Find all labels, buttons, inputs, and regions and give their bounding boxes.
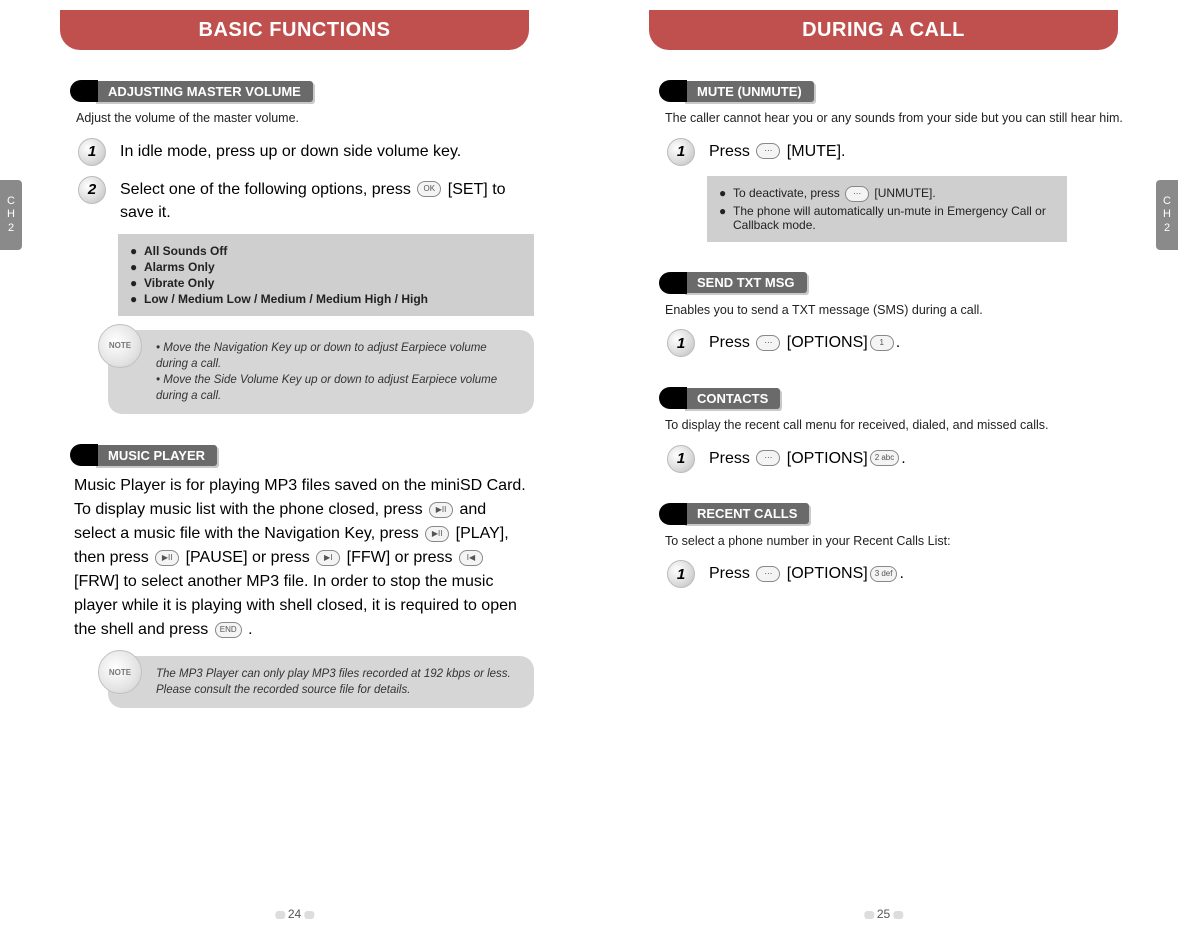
page-right: CH2 DURING A CALL MUTE (UNMUTE) The call…: [589, 0, 1178, 935]
section-dot: [70, 80, 98, 102]
play-pause-key-icon: ▶II: [155, 550, 179, 566]
section-intro-sendtxt: Enables you to send a TXT message (SMS) …: [665, 302, 1123, 320]
section-header-sendtxt: SEND TXT MSG: [659, 272, 1123, 294]
chapter-tab-right: CH2: [1156, 180, 1178, 250]
end-key-icon: END: [215, 622, 242, 638]
section-dot: [70, 444, 98, 466]
section-dot: [659, 272, 687, 294]
step-1-sendtxt: 1 Press ⋯ [OPTIONS]1.: [659, 329, 1123, 357]
option-item: Alarms Only: [144, 260, 215, 274]
note-item: Move the Side Volume Key up or down to a…: [156, 372, 520, 404]
softkey-icon: ⋯: [845, 186, 869, 202]
step-text: Press ⋯ [MUTE].: [709, 138, 845, 163]
step-number: 2: [78, 176, 106, 204]
key-2-icon: 2 abc: [870, 450, 900, 466]
mute-box-line: To deactivate, press ⋯ [UNMUTE].: [733, 186, 936, 202]
softkey-icon: ⋯: [756, 143, 780, 159]
page-left: CH2 BASIC FUNCTIONS ADJUSTING MASTER VOL…: [0, 0, 589, 935]
step-number: 1: [667, 560, 695, 588]
page-header-left: BASIC FUNCTIONS: [60, 10, 529, 50]
option-item: Low / Medium Low / Medium / Medium High …: [144, 292, 428, 306]
music-text: .: [244, 621, 253, 638]
note-item: Move the Navigation Key up or down to ad…: [156, 340, 520, 372]
contacts-text: Press: [709, 450, 754, 467]
mute-note-box: ●To deactivate, press ⋯ [UNMUTE]. ●The p…: [707, 176, 1067, 242]
section-header-contacts: CONTACTS: [659, 387, 1123, 409]
step-1-adjusting: 1 In idle mode, press up or down side vo…: [70, 138, 534, 166]
music-text: [FRW] to select another MP3 file. In ord…: [74, 573, 517, 638]
contacts-text: [OPTIONS]: [782, 450, 867, 467]
recent-text: .: [899, 565, 903, 582]
mute-text: [MUTE].: [782, 143, 845, 160]
recent-text: [OPTIONS]: [782, 565, 867, 582]
music-text: [PAUSE] or press: [181, 549, 314, 566]
step-2-adjusting: 2 Select one of the following options, p…: [70, 176, 534, 224]
mute-box-line: The phone will automatically un-mute in …: [733, 204, 1055, 232]
option-item: All Sounds Off: [144, 244, 227, 258]
content-right: MUTE (UNMUTE) The caller cannot hear you…: [589, 80, 1178, 588]
page-header-right: DURING A CALL: [649, 10, 1118, 50]
step-text: Press ⋯ [OPTIONS]2 abc.: [709, 445, 906, 470]
section-title-adjusting: ADJUSTING MASTER VOLUME: [94, 81, 313, 102]
page-number-right: 25: [861, 907, 906, 921]
play-pause-key-icon: ▶II: [425, 526, 449, 542]
softkey-icon: ⋯: [756, 335, 780, 351]
section-header-adjusting: ADJUSTING MASTER VOLUME: [70, 80, 534, 102]
softkey-icon: ⋯: [756, 450, 780, 466]
content-left: ADJUSTING MASTER VOLUME Adjust the volum…: [0, 80, 589, 708]
step-number: 1: [667, 138, 695, 166]
softkey-icon: ⋯: [756, 566, 780, 582]
music-paragraph: Music Player is for playing MP3 files sa…: [74, 474, 530, 642]
mute-text: Press: [709, 143, 754, 160]
step-number: 1: [78, 138, 106, 166]
step-1-recent: 1 Press ⋯ [OPTIONS]3 def.: [659, 560, 1123, 588]
note-item: The MP3 Player can only play MP3 files r…: [156, 668, 511, 696]
section-intro-recent: To select a phone number in your Recent …: [665, 533, 1123, 551]
section-intro-mute: The caller cannot hear you or any sounds…: [665, 110, 1123, 128]
section-intro-contacts: To display the recent call menu for rece…: [665, 417, 1123, 435]
note-box-music: NOTE The MP3 Player can only play MP3 fi…: [108, 656, 534, 708]
section-dot: [659, 503, 687, 525]
section-title-recent: RECENT CALLS: [683, 503, 809, 524]
section-dot: [659, 387, 687, 409]
step-1-contacts: 1 Press ⋯ [OPTIONS]2 abc.: [659, 445, 1123, 473]
step-text: Press ⋯ [OPTIONS]3 def.: [709, 560, 904, 585]
note-badge-icon: NOTE: [98, 650, 142, 694]
sendtxt-text: .: [896, 334, 900, 351]
note-badge-icon: NOTE: [98, 324, 142, 368]
section-header-recent: RECENT CALLS: [659, 503, 1123, 525]
key-3-icon: 3 def: [870, 566, 898, 582]
note-box-adjusting: NOTE Move the Navigation Key up or down …: [108, 330, 534, 414]
contacts-text: .: [901, 450, 905, 467]
step2-text-a: Select one of the following options, pre…: [120, 181, 415, 198]
options-box: ●All Sounds Off ●Alarms Only ●Vibrate On…: [118, 234, 534, 316]
section-title-mute: MUTE (UNMUTE): [683, 81, 814, 102]
section-intro-adjusting: Adjust the volume of the master volume.: [76, 110, 534, 128]
play-pause-key-icon: ▶II: [429, 502, 453, 518]
section-dot: [659, 80, 687, 102]
step-1-mute: 1 Press ⋯ [MUTE].: [659, 138, 1123, 166]
ok-key-icon: OK: [417, 181, 441, 197]
step-text: Press ⋯ [OPTIONS]1.: [709, 329, 900, 354]
music-text: [FFW] or press: [342, 549, 457, 566]
step-number: 1: [667, 445, 695, 473]
section-header-music: MUSIC PLAYER: [70, 444, 534, 466]
step-number: 1: [667, 329, 695, 357]
section-header-mute: MUTE (UNMUTE): [659, 80, 1123, 102]
sendtxt-text: Press: [709, 334, 754, 351]
section-title-sendtxt: SEND TXT MSG: [683, 272, 807, 293]
section-title-contacts: CONTACTS: [683, 388, 780, 409]
ffw-key-icon: ▶I: [316, 550, 340, 566]
step-text: Select one of the following options, pre…: [120, 176, 534, 224]
key-1-icon: 1: [870, 335, 894, 351]
page-number-left: 24: [272, 907, 317, 921]
section-title-music: MUSIC PLAYER: [94, 445, 217, 466]
step-text: In idle mode, press up or down side volu…: [120, 138, 461, 163]
chapter-tab-left: CH2: [0, 180, 22, 250]
sendtxt-text: [OPTIONS]: [782, 334, 867, 351]
frw-key-icon: I◀: [459, 550, 483, 566]
option-item: Vibrate Only: [144, 276, 214, 290]
recent-text: Press: [709, 565, 754, 582]
